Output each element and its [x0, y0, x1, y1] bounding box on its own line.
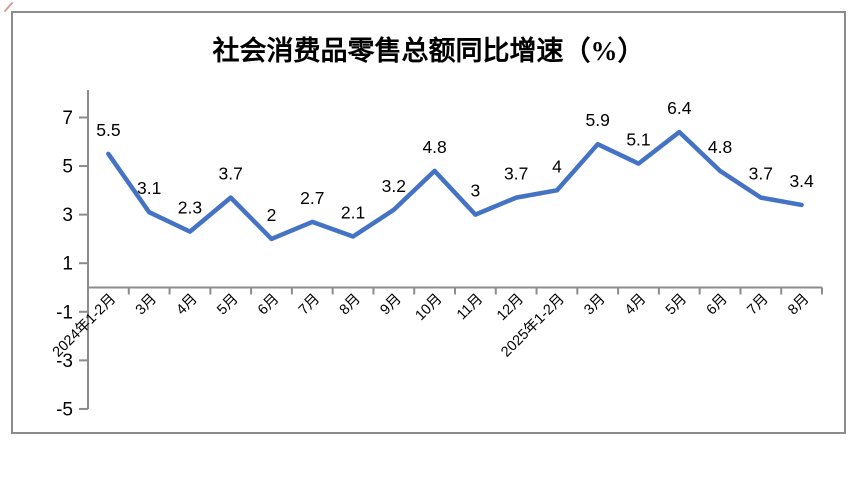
x-axis-label: 7月	[296, 291, 323, 318]
data-line	[106, 129, 804, 242]
x-axis-label: 8月	[785, 291, 812, 318]
y-axis-label: -1	[56, 302, 73, 323]
data-label: 2	[267, 205, 277, 225]
y-axis-label: 7	[62, 108, 73, 129]
data-label: 4.8	[422, 137, 446, 157]
x-axis-label: 3月	[581, 291, 608, 318]
x-axis-label: 10月	[412, 291, 445, 324]
x-axis-label: 2024年1-2月	[49, 290, 119, 360]
data-label: 3	[471, 181, 481, 201]
x-axis-label: 3月	[133, 291, 160, 318]
data-label: 4	[552, 156, 562, 176]
x-axis-label: 7月	[744, 291, 771, 318]
data-label: 3.7	[504, 164, 528, 184]
x-axis-label: 4月	[622, 291, 649, 318]
x-axis-label: 6月	[704, 291, 731, 318]
data-label: 3.7	[749, 164, 773, 184]
data-label: 3.4	[789, 171, 814, 191]
chart-title: 社会消费品零售总额同比增速（%）	[212, 36, 645, 66]
data-label: 4.8	[708, 137, 732, 157]
data-label: 3.7	[219, 164, 243, 184]
data-label: 3.2	[382, 176, 406, 196]
data-label: 5.5	[96, 120, 120, 140]
x-axis-label: 11月	[454, 291, 486, 323]
data-label: 2.7	[300, 188, 324, 208]
y-axis-label: -5	[56, 399, 73, 420]
x-axis-label: 9月	[377, 291, 404, 318]
data-label: 2.3	[178, 198, 202, 218]
red-corner-mark-stroke	[4, 2, 13, 12]
x-axis-label: 5月	[214, 291, 241, 318]
x-axis-label: 8月	[337, 291, 364, 318]
y-axis-label: 5	[62, 157, 73, 178]
data-label: 3.1	[137, 178, 161, 198]
y-axis-label: 3	[62, 205, 73, 226]
y-axis-label: -3	[56, 351, 73, 372]
red-corner-mark	[4, 2, 13, 12]
x-axis-label: 12月	[494, 291, 527, 324]
data-label: 5.1	[626, 130, 650, 150]
data-label: 2.1	[341, 202, 365, 222]
x-axis-label: 4月	[173, 291, 200, 318]
data-label: 5.9	[586, 110, 610, 130]
chart-frame: 社会消费品零售总额同比增速（%）	[11, 11, 846, 434]
data-label: 6.4	[667, 98, 692, 118]
x-axis-label: 6月	[255, 291, 282, 318]
x-axis-label: 5月	[663, 291, 690, 318]
y-axis-label: 1	[62, 254, 73, 275]
